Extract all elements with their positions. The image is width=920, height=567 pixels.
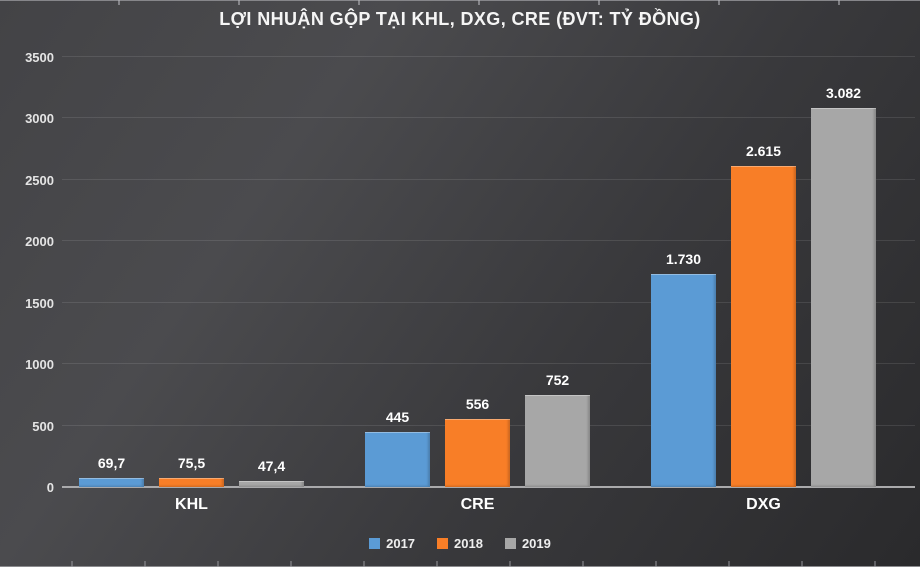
bar-dxg-2017 (651, 274, 716, 487)
gridline-3000 (62, 117, 915, 119)
y-tick-label-1000: 1000 (25, 357, 54, 373)
data-label-dxg-2017: 1.730 (665, 251, 702, 268)
gridline-1500 (62, 301, 915, 303)
y-tick-label-2000: 2000 (25, 234, 54, 250)
legend-label-2019: 2019 (521, 535, 551, 551)
data-label-khl-2019: 47,4 (257, 458, 286, 475)
bar-cre-2017 (365, 432, 430, 487)
x-axis-labels: KHL CRE DXG (62, 496, 915, 520)
gridline-2000 (62, 240, 915, 242)
legend-item-2017: 2017 (369, 536, 415, 551)
legend: 2017 2018 2019 (0, 533, 920, 553)
data-label-cre-2018: 556 (465, 395, 490, 412)
legend-label-2017: 2017 (386, 535, 416, 551)
data-label-cre-2017: 445 (385, 409, 410, 426)
bar-khl-2018 (159, 477, 224, 487)
chart-title: LỢI NHUẬN GỘP TẠI KHL, DXG, CRE (ĐVT: TỶ… (219, 9, 701, 29)
y-axis: 0 500 1000 1500 2000 2500 3000 3500 (0, 50, 54, 495)
worksheet-gridline-top (0, 0, 920, 5)
legend-swatch-2018 (437, 537, 449, 549)
legend-swatch-2017 (369, 537, 381, 549)
bar-khl-2017 (79, 478, 144, 487)
gridline-1000 (62, 363, 915, 365)
y-tick-label-3000: 3000 (25, 111, 54, 127)
data-label-dxg-2019: 3.082 (825, 85, 862, 102)
bar-khl-2019 (239, 481, 304, 487)
bar-dxg-2019 (811, 108, 876, 487)
legend-swatch-2019 (504, 537, 516, 549)
bar-cre-2018 (445, 418, 510, 487)
gridline-2500 (62, 178, 915, 180)
data-label-khl-2017: 69,7 (97, 455, 126, 472)
y-tick-label-3500: 3500 (25, 50, 54, 65)
legend-item-2019: 2019 (504, 535, 551, 551)
x-label-cre: CRE (460, 496, 495, 513)
bar-cre-2019 (525, 394, 590, 487)
worksheet-gridline-bottom (0, 561, 920, 567)
x-label-khl: KHL (175, 496, 208, 513)
data-label-dxg-2018: 2.615 (745, 142, 782, 159)
legend-item-2018: 2018 (437, 536, 483, 551)
x-axis-line (62, 486, 915, 488)
legend-label-2018: 2018 (454, 535, 483, 551)
data-label-khl-2018: 75,5 (177, 454, 206, 471)
plot-area: 69,7 75,5 47,4 445 556 752 1.730 2.615 3.082 (62, 56, 915, 488)
y-tick-label-1500: 1500 (25, 295, 54, 311)
x-label-dxg: DXG (746, 496, 781, 513)
bar-dxg-2018 (731, 165, 796, 487)
data-label-cre-2019: 752 (545, 371, 570, 388)
y-tick-label-2500: 2500 (25, 172, 54, 188)
y-tick-label-500: 500 (32, 418, 54, 434)
y-tick-label-0: 0 (46, 480, 54, 495)
gridline-3500 (62, 56, 915, 57)
